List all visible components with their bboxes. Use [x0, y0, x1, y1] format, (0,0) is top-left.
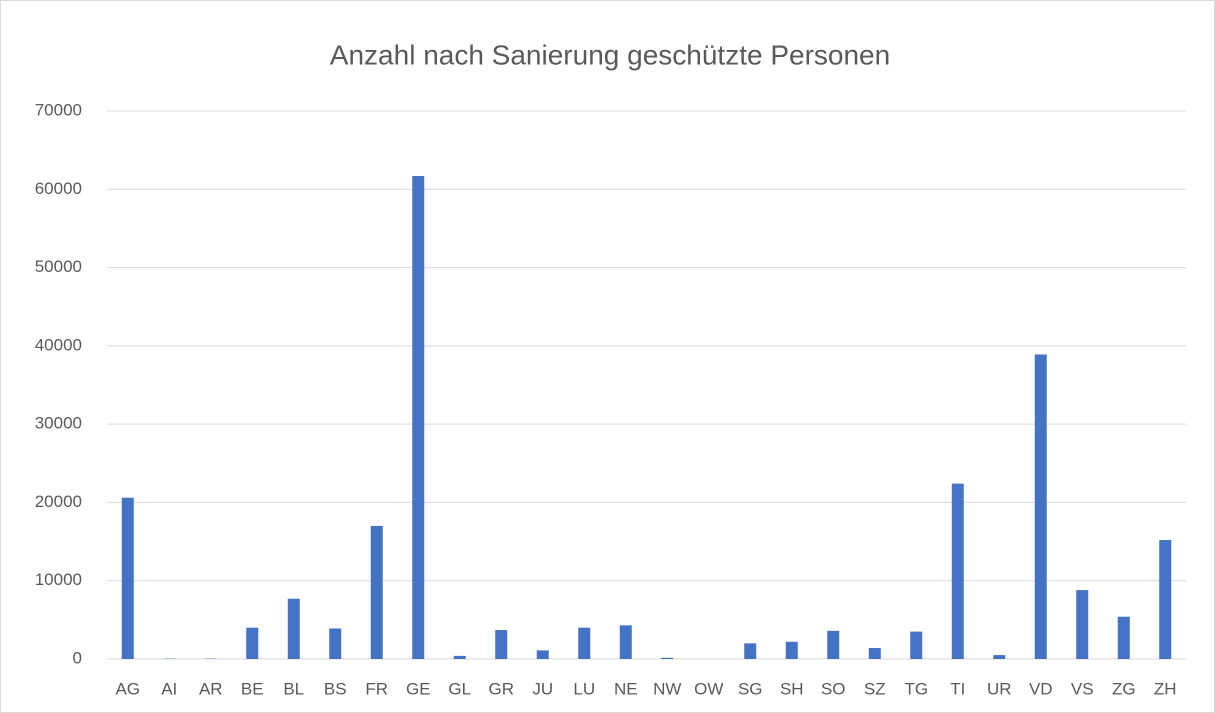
- bar: [827, 630, 840, 659]
- x-tick-label: TI: [950, 679, 965, 698]
- bar: [121, 497, 134, 659]
- x-tick-label: TG: [904, 679, 928, 698]
- x-tick-label: UR: [987, 679, 1012, 698]
- x-tick-label: BE: [241, 679, 264, 698]
- x-tick-label: GE: [406, 679, 431, 698]
- bar: [951, 483, 964, 659]
- bar: [910, 631, 923, 659]
- bar: [578, 627, 591, 659]
- x-tick-label: JU: [532, 679, 553, 698]
- y-tick-label: 20000: [35, 492, 82, 511]
- bar: [246, 627, 259, 659]
- x-tick-label: OW: [694, 679, 723, 698]
- bar: [661, 657, 674, 659]
- x-tick-label: NW: [653, 679, 681, 698]
- x-tick-label: BL: [283, 679, 304, 698]
- y-tick-label: 30000: [35, 414, 82, 433]
- y-tick-label: 70000: [35, 100, 82, 119]
- x-tick-label: AI: [161, 679, 177, 698]
- x-tick-label: ZG: [1112, 679, 1136, 698]
- bar: [1117, 616, 1130, 659]
- y-tick-label: 0: [73, 648, 82, 667]
- x-tick-label: NE: [614, 679, 638, 698]
- x-tick-label: VD: [1029, 679, 1053, 698]
- y-tick-label: 50000: [35, 257, 82, 276]
- bar: [287, 598, 300, 659]
- bar: [993, 655, 1006, 659]
- bar: [868, 648, 881, 659]
- x-tick-label: BS: [324, 679, 347, 698]
- x-tick-label: FR: [365, 679, 388, 698]
- bar: [1159, 540, 1172, 659]
- y-tick-label: 60000: [35, 179, 82, 198]
- bar: [1034, 354, 1047, 659]
- x-tick-label: ZH: [1154, 679, 1177, 698]
- x-tick-label: AG: [115, 679, 140, 698]
- x-tick-label: LU: [573, 679, 595, 698]
- x-tick-label: GL: [448, 679, 471, 698]
- x-tick-label: SO: [821, 679, 846, 698]
- bar: [370, 525, 383, 659]
- y-tick-label: 10000: [35, 570, 82, 589]
- x-tick-label: VS: [1071, 679, 1094, 698]
- y-tick-label: 40000: [35, 335, 82, 354]
- bar: [619, 625, 632, 659]
- x-tick-label: AR: [199, 679, 223, 698]
- bar: [744, 643, 757, 659]
- x-tick-label: SZ: [864, 679, 886, 698]
- bar: [1076, 590, 1089, 659]
- x-tick-label: SH: [780, 679, 804, 698]
- bar: [495, 630, 508, 659]
- x-tick-label: SG: [738, 679, 763, 698]
- bar: [329, 628, 342, 659]
- bar: [536, 650, 549, 659]
- bar: [785, 641, 798, 659]
- bar: [412, 175, 425, 659]
- chart-title: Anzahl nach Sanierung geschützte Persone…: [330, 39, 890, 70]
- bar: [453, 655, 466, 659]
- x-tick-label: GR: [489, 679, 515, 698]
